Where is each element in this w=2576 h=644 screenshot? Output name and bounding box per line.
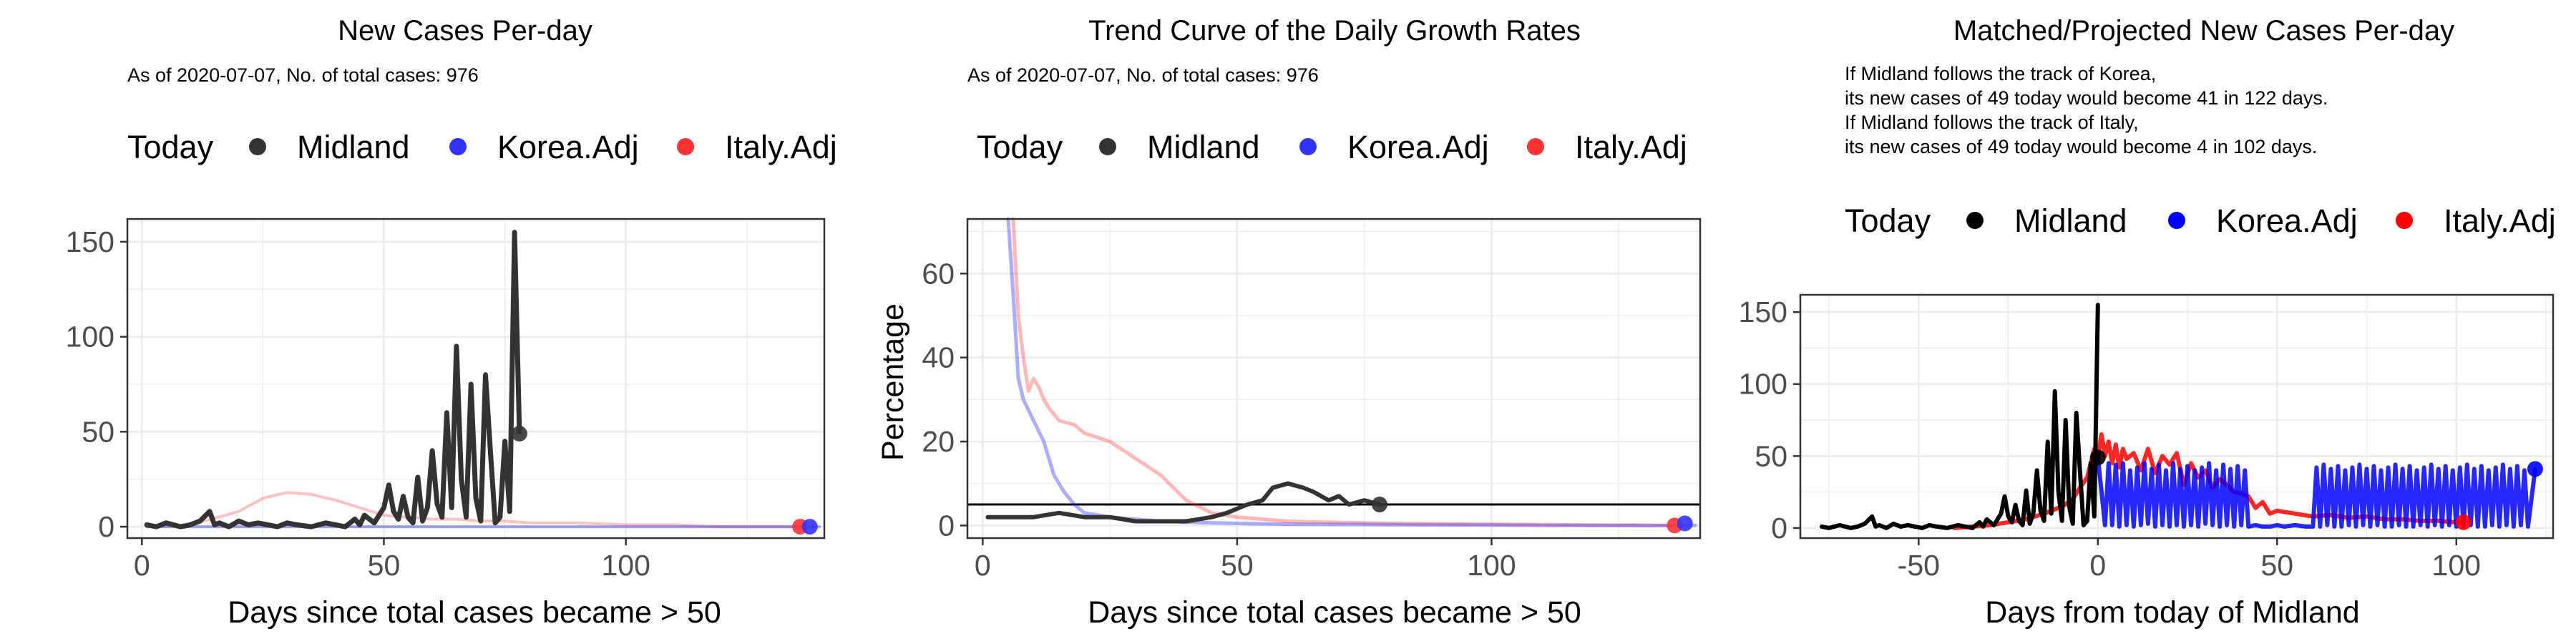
legend-key-midland bbox=[249, 138, 266, 155]
axis-ticks: 0 50 100 0 50 100 150 bbox=[66, 225, 650, 582]
legend-entry-italy: Italy.Adj bbox=[725, 129, 837, 165]
legend-key-italy bbox=[1527, 138, 1544, 155]
y-tick-label: 0 bbox=[938, 509, 955, 542]
chart-subtitle-line: As of 2020-07-07, No. of total cases: 97… bbox=[127, 64, 479, 86]
series-line-midland bbox=[985, 481, 1382, 524]
axis-ticks: 0 50 100 0 20 40 60 bbox=[922, 257, 1516, 582]
plot-border bbox=[1799, 293, 2555, 540]
end-point-midland bbox=[2089, 449, 2106, 466]
plot-border bbox=[126, 218, 826, 540]
y-tick-label: 150 bbox=[1739, 296, 1787, 328]
y-tick-label: 40 bbox=[922, 341, 955, 374]
chart-subtitle-line: If Midland follows the track of Korea, bbox=[1845, 63, 2156, 84]
plot-border bbox=[966, 218, 1702, 540]
x-tick-label: 0 bbox=[975, 549, 991, 582]
legend-entry-korea: Korea.Adj bbox=[1347, 129, 1489, 165]
series-line-korea-adj bbox=[1006, 217, 1697, 527]
data-series bbox=[1820, 303, 2537, 530]
end-points bbox=[1372, 497, 1693, 534]
legend-entry-midland: Midland bbox=[1147, 129, 1260, 165]
legend-entry-midland: Midland bbox=[2014, 203, 2127, 239]
grid bbox=[967, 219, 1700, 538]
end-points bbox=[2089, 449, 2543, 530]
legend: Today Midland Korea.Adj Italy.Adj bbox=[127, 129, 837, 165]
y-tick-label: 150 bbox=[66, 225, 114, 258]
legend-key-korea bbox=[449, 138, 467, 155]
y-tick-label: 60 bbox=[922, 257, 955, 290]
chart-title: Trend Curve of the Daily Growth Rates bbox=[1088, 15, 1581, 47]
x-tick-label: 100 bbox=[1467, 549, 1516, 582]
chart-subtitle-line: If Midland follows the track of Italy, bbox=[1845, 112, 2139, 133]
y-tick-label: 100 bbox=[1739, 368, 1787, 401]
series-line-midland bbox=[144, 230, 522, 530]
end-point-korea-adj bbox=[801, 519, 818, 535]
legend-entry-korea: Korea.Adj bbox=[2216, 203, 2358, 239]
end-point-midland bbox=[511, 425, 527, 441]
x-tick-label: -50 bbox=[1898, 549, 1940, 582]
chart-subtitle-line: As of 2020-07-07, No. of total cases: 97… bbox=[967, 64, 1319, 86]
data-series bbox=[985, 217, 1697, 527]
legend-entry-korea: Korea.Adj bbox=[497, 129, 639, 165]
legend: Today Midland Korea.Adj Italy.Adj bbox=[977, 129, 1687, 165]
x-axis-label: Days since total cases became > 50 bbox=[1088, 595, 1581, 630]
legend-key-italy bbox=[677, 138, 694, 155]
grid bbox=[127, 219, 824, 538]
y-tick-label: 0 bbox=[98, 510, 114, 543]
y-tick-label: 100 bbox=[66, 321, 114, 353]
y-tick-label: 0 bbox=[1771, 512, 1787, 545]
chart-subtitle-line: its new cases of 49 today would become 4… bbox=[1845, 87, 2328, 109]
x-tick-label: 100 bbox=[601, 549, 650, 582]
series-line-italy-adj bbox=[145, 491, 802, 529]
end-point-korea-adj bbox=[2527, 461, 2543, 477]
y-axis-label: Percentage bbox=[876, 303, 910, 461]
legend-entry-italy: Italy.Adj bbox=[1575, 129, 1687, 165]
x-tick-label: 50 bbox=[1221, 549, 1254, 582]
chart-title: New Cases Per-day bbox=[338, 15, 592, 47]
legend-key-italy bbox=[2396, 212, 2413, 229]
x-tick-label: 100 bbox=[2432, 549, 2481, 582]
chart-panel-projected-cases: Matched/Projected New Cases Per-day If M… bbox=[1739, 15, 2556, 630]
axis-ticks: -50 0 50 100 0 50 100 150 bbox=[1739, 296, 2481, 582]
y-tick-label: 50 bbox=[1755, 439, 1787, 472]
legend-key-midland bbox=[1099, 138, 1116, 155]
legend-entry-italy: Italy.Adj bbox=[2444, 203, 2556, 239]
data-series bbox=[144, 230, 821, 530]
chart-panel-new-cases: New Cases Per-day As of 2020-07-07, No. … bbox=[66, 15, 837, 630]
legend-key-midland bbox=[1966, 212, 1984, 229]
x-tick-label: 50 bbox=[368, 549, 401, 582]
end-point-italy-adj bbox=[2455, 514, 2472, 530]
legend-entry-midland: Midland bbox=[297, 129, 410, 165]
end-point-korea-adj bbox=[1677, 515, 1693, 532]
chart-panel-growth-rates: Trend Curve of the Daily Growth Rates As… bbox=[876, 15, 1702, 630]
x-tick-label: 0 bbox=[2089, 549, 2106, 582]
y-tick-label: 20 bbox=[922, 425, 955, 458]
y-tick-label: 50 bbox=[82, 415, 114, 448]
series-line-midland bbox=[1820, 303, 2100, 530]
x-axis-label: Days from today of Midland bbox=[1985, 595, 2359, 630]
x-axis-label: Days since total cases became > 50 bbox=[228, 595, 721, 630]
chart-title: Matched/Projected New Cases Per-day bbox=[1953, 15, 2454, 47]
x-tick-label: 0 bbox=[134, 549, 150, 582]
series-line-italy-adj bbox=[1011, 217, 1677, 527]
legend-title: Today bbox=[977, 129, 1063, 165]
legend-title: Today bbox=[127, 129, 214, 165]
end-points bbox=[511, 425, 818, 535]
legend-key-korea bbox=[1299, 138, 1317, 155]
legend-title: Today bbox=[1845, 203, 1931, 239]
end-point-midland bbox=[1372, 497, 1387, 513]
chart-subtitle-line: its new cases of 49 today would become 4… bbox=[1845, 136, 2317, 157]
legend: Today Midland Korea.Adj Italy.Adj bbox=[1845, 203, 2556, 239]
legend-key-korea bbox=[2168, 212, 2185, 229]
x-tick-label: 50 bbox=[2260, 549, 2293, 582]
series-line-korea-adj bbox=[2095, 455, 2537, 529]
